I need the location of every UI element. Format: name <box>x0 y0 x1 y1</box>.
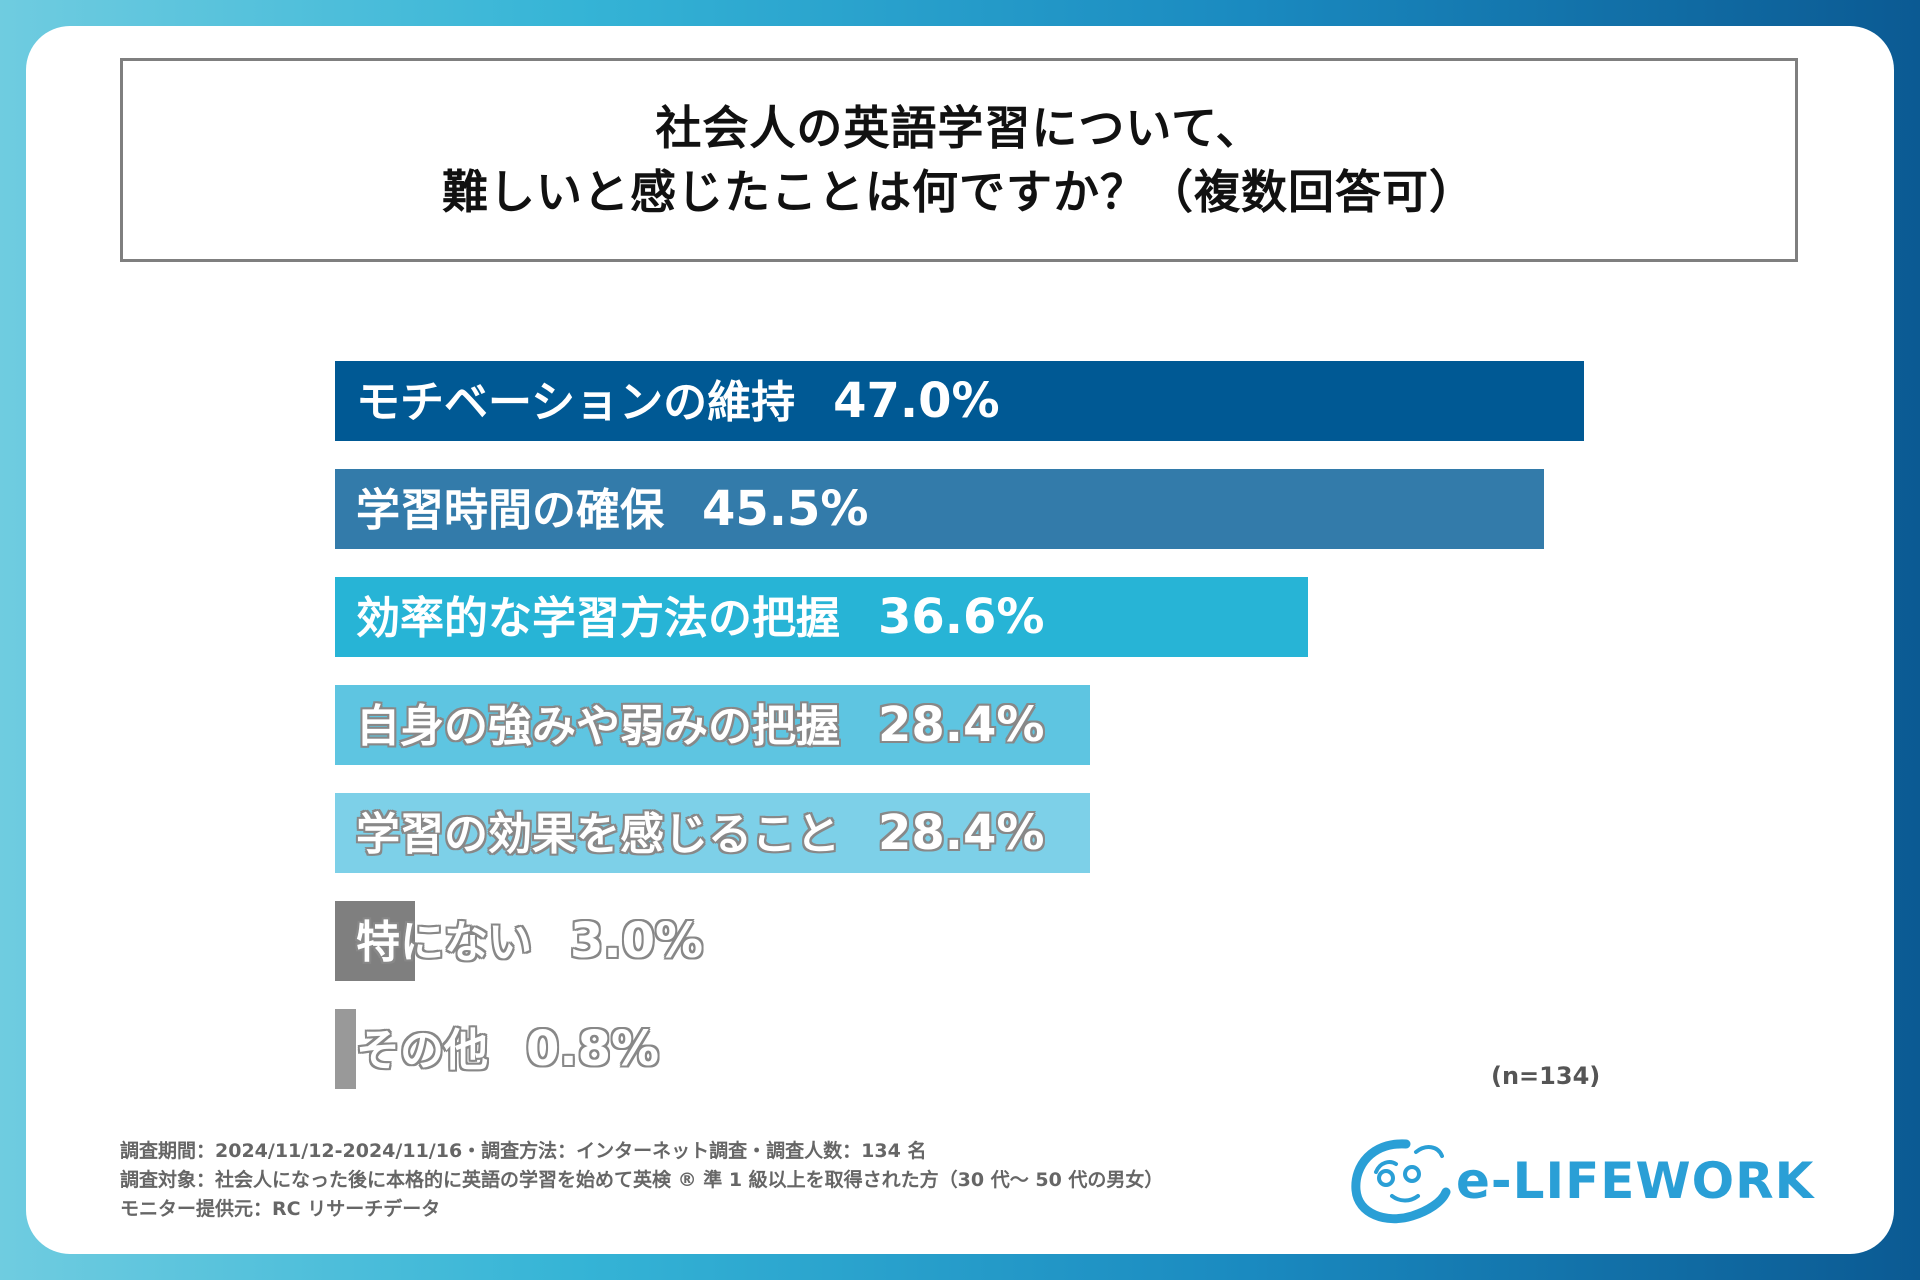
survey-footer: 調査期間：2024/11/12-2024/11/16・調査方法：インターネット調… <box>120 1137 1163 1224</box>
bar-value-label: 28.4% <box>878 805 1045 861</box>
bar-category-label: モチベーションの維持 <box>356 377 796 428</box>
sample-size-note: (n=134) <box>1491 1062 1601 1090</box>
bar <box>335 901 415 981</box>
bar <box>335 577 1308 657</box>
title-line-1: 社会人の英語学習について、 <box>655 101 1263 155</box>
bar <box>335 685 1090 765</box>
logo-text: e-LIFEWORK <box>1456 1152 1815 1210</box>
bar-category-label: 学習の効果を感じること <box>356 809 840 860</box>
bar-category-label: 効率的な学習方法の把握 <box>356 593 840 644</box>
bar-category-label: 特にない <box>356 917 532 968</box>
bar <box>335 793 1090 873</box>
bar-value-label: 36.6% <box>878 589 1045 645</box>
footer-line-3: モニター提供元：RC リサーチデータ <box>120 1198 441 1220</box>
bar-value-label: 45.5% <box>702 481 869 537</box>
bar <box>335 469 1545 549</box>
bar-chart: モチベーションの維持 47.0% 学習時間の確保 45.5% 効率的な学習方法の把握 36… <box>26 26 1894 1254</box>
footer-line-1: 調査期間：2024/11/12-2024/11/16・調査方法：インターネット調… <box>120 1140 927 1162</box>
bar-label: 自身の強みや弱みの把握 28.4% <box>356 685 1045 765</box>
card: 社会人の英語学習について、 難しいと感じたことは何ですか？（複数回答可） モチベ… <box>26 26 1894 1254</box>
logo-face-icon <box>1351 1139 1451 1224</box>
bar-value-label: 0.8% <box>526 1021 660 1077</box>
footer-line-2: 調査対象：社会人になった後に本格的に英語の学習を始めて英検 ® 準 1 級以上を… <box>120 1169 1164 1191</box>
bar-category-label: 学習時間の確保 <box>356 485 664 536</box>
bar-value-label: 3.0% <box>570 913 704 969</box>
title-line-2: 難しいと感じたことは何ですか？（複数回答可） <box>442 165 1476 219</box>
bar-value-label: 47.0% <box>833 373 1000 429</box>
bar-value-label: 28.4% <box>878 697 1045 753</box>
bar-label: 学習時間の確保 45.5% <box>356 469 869 549</box>
bar-label: モチベーションの維持 47.0% <box>356 361 1000 441</box>
bar <box>335 1009 357 1089</box>
bar-label: その他 0.8% <box>356 1009 659 1089</box>
bar-label: 効率的な学習方法の把握 36.6% <box>356 577 1045 657</box>
bar-category-label: 自身の強みや弱みの把握 <box>356 701 840 752</box>
bar-label: 学習の効果を感じること 28.4% <box>356 793 1045 873</box>
bar-category-label: その他 <box>356 1025 488 1076</box>
bar-label: 特にない 3.0% <box>356 901 703 981</box>
logo: e-LIFEWORK <box>1346 1132 1813 1228</box>
title-box: 社会人の英語学習について、 難しいと感じたことは何ですか？（複数回答可） <box>120 58 1798 262</box>
bar <box>335 361 1584 441</box>
